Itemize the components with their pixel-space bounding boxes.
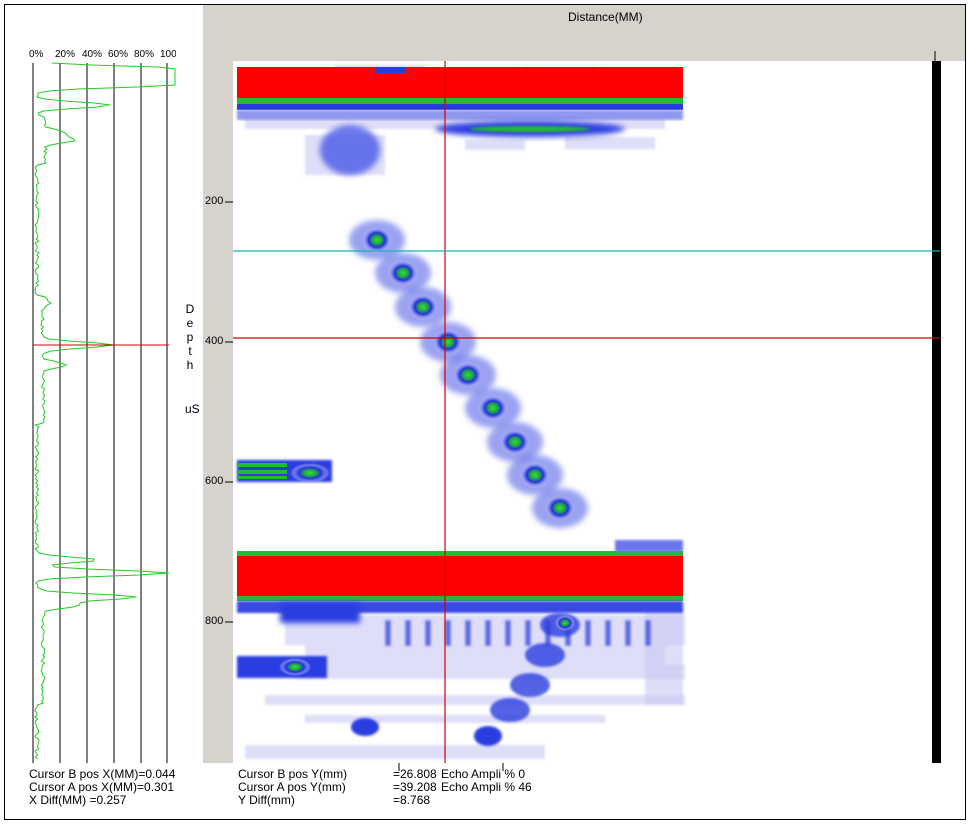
pct-tick-20: 20% bbox=[55, 49, 76, 60]
depth-tick-200: 200 bbox=[205, 195, 224, 207]
cursor-b-pos-y-label: Cursor B pos Y(mm) bbox=[238, 767, 348, 781]
depth-letter-p: p bbox=[186, 330, 194, 344]
cursor-a-echo-ampli: Echo Ampli % 46 bbox=[441, 780, 532, 794]
echo-spot bbox=[408, 294, 438, 320]
depth-tick-600: 600 bbox=[205, 475, 224, 487]
plot-top-margin bbox=[203, 28, 965, 61]
echo-trail bbox=[490, 698, 530, 722]
streak-echo bbox=[405, 620, 411, 646]
noise-patch bbox=[465, 140, 525, 150]
defect-echo-spots bbox=[349, 220, 588, 722]
noise-patch bbox=[245, 745, 545, 759]
depth-letter-h: h bbox=[186, 358, 194, 372]
pct-tick-40: 40% bbox=[82, 49, 103, 60]
echo-trail bbox=[525, 643, 565, 667]
streak-echo bbox=[485, 620, 491, 646]
cursor-a-pos-y-value: =39.208 bbox=[393, 780, 437, 794]
y-diff-value: =8.768 bbox=[393, 793, 431, 807]
pct-tick-0: 0% bbox=[29, 49, 44, 60]
y-diff-label: Y Diff(mm) bbox=[238, 793, 295, 807]
streak-echo bbox=[605, 620, 611, 646]
scan-display-window: Distance(MM) 0% 20% 40% 60% 80% 100% D e… bbox=[4, 4, 966, 820]
streak-echo bbox=[625, 620, 631, 646]
echo-spot bbox=[520, 462, 550, 488]
distance-axis-title: Distance(MM) bbox=[568, 10, 643, 24]
distance-axis-ticks bbox=[398, 763, 504, 771]
streak-echo bbox=[525, 620, 531, 646]
noise-patch bbox=[305, 715, 605, 723]
cursor-a-pos-x: Cursor A pos X(MM)=0.301 bbox=[29, 780, 175, 794]
scan-graphics bbox=[32, 5, 965, 771]
noise-patch bbox=[305, 645, 665, 665]
pct-tick-100: 100% bbox=[160, 49, 176, 60]
depth-tick-800: 800 bbox=[205, 615, 224, 627]
a-scan-panel bbox=[32, 62, 176, 763]
top-interface-echo bbox=[237, 67, 683, 175]
streak-echo bbox=[385, 620, 391, 646]
noise-patch bbox=[295, 665, 685, 679]
a-scan-trace bbox=[33, 62, 176, 760]
echo-spot bbox=[545, 495, 575, 521]
depth-axis-ticks bbox=[225, 201, 233, 623]
header-band bbox=[203, 5, 965, 28]
streak-echo bbox=[445, 620, 451, 646]
scan-end-bar bbox=[932, 61, 941, 763]
echo-spot bbox=[388, 260, 418, 286]
cursor-a-pos-y-label: Cursor A pos Y(mm) bbox=[238, 780, 346, 794]
plot-left-margin bbox=[203, 28, 233, 763]
echo-spot bbox=[453, 362, 483, 388]
streak-echo bbox=[645, 620, 651, 646]
x-diff: X Diff(MM) =0.257 bbox=[29, 793, 127, 807]
echo-trail bbox=[510, 673, 550, 697]
echo-spot bbox=[362, 227, 392, 253]
depth-letter-e: e bbox=[186, 316, 194, 330]
noise-patch bbox=[565, 137, 655, 149]
depth-unit: uS bbox=[185, 402, 200, 416]
depth-tick-400: 400 bbox=[205, 335, 224, 347]
cursor-b-pos-y-value: =26.808 bbox=[393, 767, 437, 781]
echo-spot bbox=[500, 429, 530, 455]
depth-letter-t: t bbox=[188, 344, 192, 358]
echo-spot bbox=[478, 395, 508, 421]
noise-patch bbox=[645, 605, 683, 705]
left-reflector-echoes bbox=[237, 460, 502, 746]
streak-echo bbox=[425, 620, 431, 646]
cursor-b-echo-ampli: Echo Ampli % 0 bbox=[441, 767, 526, 781]
streak-echo bbox=[585, 620, 591, 646]
streak-echo bbox=[505, 620, 511, 646]
pct-tick-60: 60% bbox=[108, 49, 129, 60]
depth-letter-d: D bbox=[185, 302, 195, 316]
noise-patch bbox=[265, 695, 685, 705]
echo-spot bbox=[555, 615, 575, 631]
echo-spot bbox=[433, 329, 463, 355]
bottom-interface-echo bbox=[237, 540, 683, 623]
streak-echo bbox=[465, 620, 471, 646]
pct-tick-80: 80% bbox=[134, 49, 155, 60]
cursor-b-pos-x: Cursor B pos X(MM)=0.044 bbox=[29, 767, 176, 781]
